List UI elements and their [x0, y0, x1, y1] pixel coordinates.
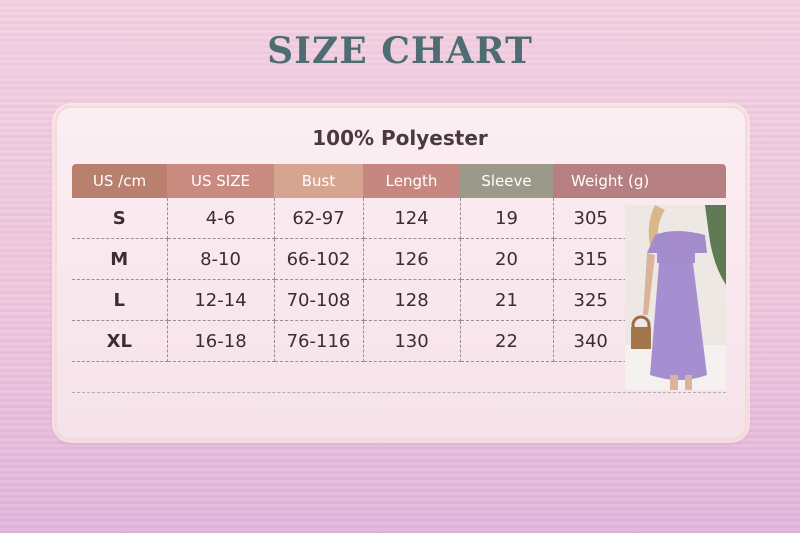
header-sleeve: Sleeve — [460, 164, 553, 198]
cell-sleeve: 21 — [460, 279, 554, 321]
header-us-size: US SIZE — [167, 164, 274, 198]
cell-size: M — [72, 238, 168, 280]
model-in-purple-dress-photo-icon — [625, 205, 726, 390]
page-title: SIZE CHART — [267, 30, 533, 72]
cell-bust: 70-108 — [274, 279, 364, 321]
cell-us-size: 4-6 — [167, 198, 275, 239]
header-us-cm: US /cm — [72, 164, 167, 198]
cell-length: 130 — [363, 320, 461, 362]
cell-length: 126 — [363, 238, 461, 280]
cell-sleeve: 19 — [460, 198, 554, 239]
cell-size: S — [72, 198, 168, 239]
cell-us-size: 8-10 — [167, 238, 275, 280]
product-photo — [625, 205, 726, 390]
cell-bust: 62-97 — [274, 198, 364, 239]
header-bust: Bust — [274, 164, 363, 198]
header-length: Length — [363, 164, 460, 198]
divider — [72, 392, 726, 393]
cell-size: XL — [72, 320, 168, 362]
header-weight: Weight (g) — [553, 164, 726, 198]
header-row: US /cm US SIZE Bust Length Sleeve Weight… — [72, 164, 726, 198]
cell-length: 128 — [363, 279, 461, 321]
material-label: 100% Polyester — [312, 126, 488, 150]
cell-us-size: 12-14 — [167, 279, 275, 321]
cell-sleeve: 20 — [460, 238, 554, 280]
cell-bust: 66-102 — [274, 238, 364, 280]
cell-size: L — [72, 279, 168, 321]
cell-sleeve: 22 — [460, 320, 554, 362]
cell-length: 124 — [363, 198, 461, 239]
cell-us-size: 16-18 — [167, 320, 275, 362]
cell-bust: 76-116 — [274, 320, 364, 362]
